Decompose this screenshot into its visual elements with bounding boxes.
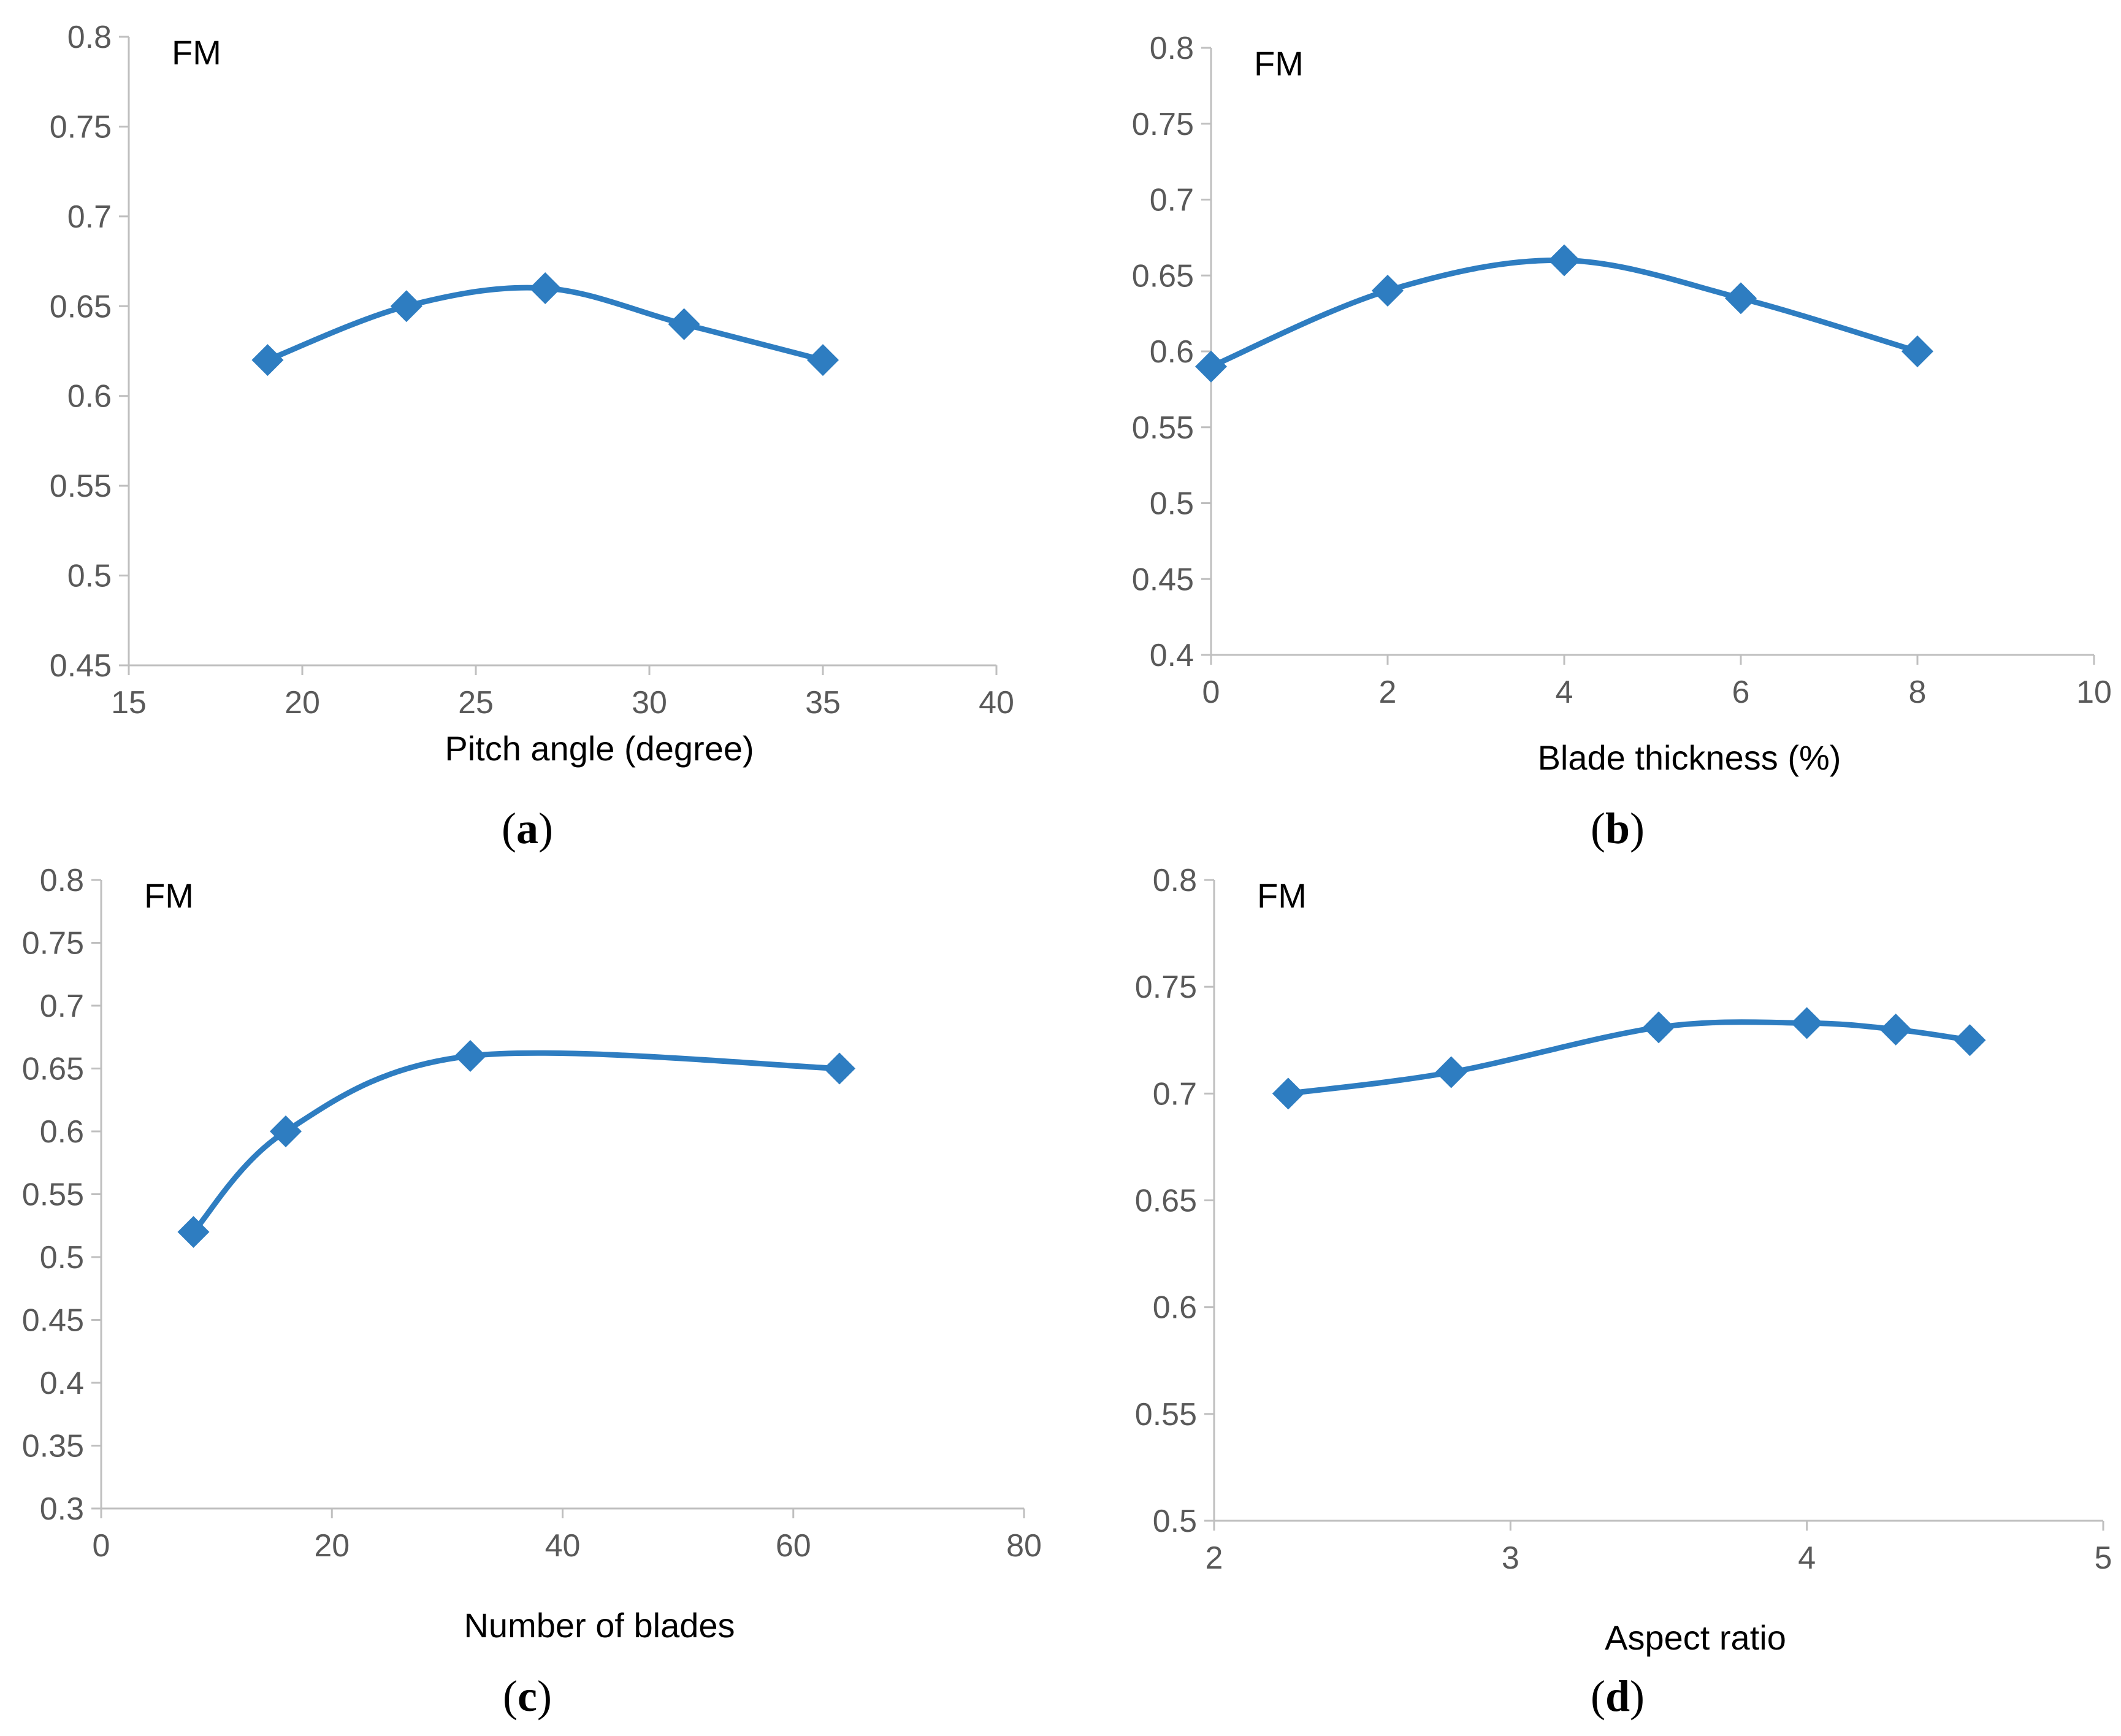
chart-panel-a: 0.45 0.5 0.55 0.6 0.65 0.7 0.75 0.8 15 20 25 30 35 40…: [50, 20, 1014, 853]
data-point-marker: [390, 290, 422, 323]
data-point-marker: [177, 1216, 210, 1248]
series-line: [191, 1050, 843, 1235]
x-tick-label: 4: [1798, 1540, 1816, 1576]
y-tick-label: 0.65: [1135, 1183, 1197, 1219]
y-tick-label: 0.45: [1132, 562, 1194, 597]
data-point-marker: [1372, 275, 1404, 307]
y-tick-label: 0.55: [22, 1177, 84, 1213]
x-tick-label: 8: [1909, 675, 1927, 710]
data-point-marker: [1901, 335, 1933, 367]
data-point-marker: [251, 344, 284, 377]
y-tick-label: 0.7: [40, 988, 84, 1024]
y-tick-label: 0.6: [1153, 1290, 1197, 1326]
y-axis-title: FM: [144, 876, 194, 915]
x-tick-label: 30: [632, 685, 667, 721]
y-tick-label: 0.75: [1135, 969, 1197, 1005]
data-point-marker: [454, 1040, 486, 1072]
y-tick-label: 0.65: [1132, 258, 1194, 294]
y-tick-label: 0.7: [1150, 183, 1194, 218]
x-tick-label: 0: [1202, 675, 1220, 710]
y-tick-label: 0.6: [40, 1114, 84, 1150]
y-tick-label: 0.55: [50, 468, 112, 504]
x-axis-title: Blade thickness (%): [1538, 738, 1841, 777]
y-tick-label: 0.35: [22, 1429, 84, 1464]
x-tick-label: 40: [979, 685, 1014, 721]
x-tick-label: 4: [1556, 675, 1573, 710]
x-tick-label: 20: [314, 1528, 350, 1564]
x-tick-label: 3: [1502, 1540, 1519, 1576]
y-tick-label: 0.5: [1153, 1504, 1197, 1539]
x-tick-label: 10: [2076, 675, 2112, 710]
y-tick-label: 0.5: [67, 559, 112, 594]
panel-label: (d): [1591, 1672, 1645, 1721]
x-axis-title: Number of blades: [464, 1606, 735, 1645]
chart-panel-d: 0.5 0.55 0.6 0.65 0.7 0.75 0.8 2 3 4 5 FM Aspect rat…: [1135, 863, 2112, 1721]
y-tick-label: 0.8: [40, 863, 84, 898]
y-tick-label: 0.3: [40, 1491, 84, 1527]
y-tick-label: 0.8: [1153, 863, 1197, 898]
y-tick-label: 0.6: [67, 379, 112, 415]
y-tick-label: 0.75: [50, 109, 112, 145]
x-tick-label: 35: [805, 685, 841, 721]
x-tick-label: 5: [2095, 1540, 2112, 1576]
y-axis-title: FM: [1254, 44, 1304, 83]
data-point-marker: [807, 344, 839, 377]
y-tick-label: 0.65: [50, 289, 112, 324]
data-point-marker: [1643, 1011, 1675, 1044]
x-tick-label: 60: [776, 1528, 811, 1564]
y-tick-label: 0.7: [1153, 1076, 1197, 1112]
panel-label: (b): [1591, 804, 1645, 853]
data-point-marker: [668, 308, 700, 340]
data-point-marker: [529, 272, 562, 304]
x-axis-title: Aspect ratio: [1605, 1618, 1786, 1657]
data-point-marker: [1954, 1024, 1986, 1057]
x-tick-label: 2: [1206, 1540, 1223, 1576]
chart-panel-c: 0.3 0.35 0.4 0.45 0.5 0.55 0.6 0.65 0.7 0.75 0.8 0 2…: [22, 863, 1042, 1721]
data-point-marker: [1879, 1013, 1912, 1046]
x-tick-label: 80: [1006, 1528, 1042, 1564]
data-point-marker: [1548, 244, 1580, 277]
y-axis-title: FM: [172, 33, 221, 72]
x-tick-label: 15: [111, 685, 147, 721]
data-point-marker: [270, 1115, 302, 1147]
y-tick-label: 0.45: [50, 648, 112, 684]
panel-label: (a): [502, 804, 553, 853]
y-tick-label: 0.4: [1150, 638, 1194, 673]
y-tick-label: 0.5: [1150, 486, 1194, 522]
series-line: [1285, 1019, 1973, 1096]
data-point-marker: [1272, 1077, 1304, 1110]
y-tick-label: 0.5: [40, 1240, 84, 1275]
y-tick-label: 0.55: [1135, 1397, 1197, 1432]
data-point-marker: [1435, 1056, 1467, 1088]
x-tick-label: 40: [545, 1528, 581, 1564]
chart-panel-b: 0.4 0.45 0.5 0.55 0.6 0.65 0.7 0.75 0.8 0 2 4 6 8 10 FM…: [1132, 31, 2112, 853]
data-point-marker: [1725, 282, 1757, 315]
data-point-marker: [1195, 350, 1227, 383]
data-point-marker: [824, 1052, 855, 1085]
y-axis-title: FM: [1257, 876, 1307, 915]
y-tick-label: 0.4: [40, 1366, 84, 1401]
y-tick-label: 0.8: [1150, 31, 1194, 66]
x-tick-label: 25: [458, 685, 494, 721]
y-tick-label: 0.8: [67, 20, 112, 55]
y-tick-label: 0.75: [22, 926, 84, 962]
x-tick-label: 0: [93, 1528, 110, 1564]
x-tick-label: 6: [1732, 675, 1750, 710]
y-tick-label: 0.55: [1132, 410, 1194, 446]
y-tick-label: 0.45: [22, 1303, 84, 1339]
panel-label: (c): [503, 1672, 552, 1721]
y-tick-label: 0.7: [67, 199, 112, 235]
x-tick-label: 2: [1379, 675, 1397, 710]
x-tick-label: 20: [285, 685, 320, 721]
y-tick-label: 0.6: [1150, 334, 1194, 370]
y-tick-label: 0.65: [22, 1052, 84, 1087]
x-axis-title: Pitch angle (degree): [445, 729, 754, 768]
data-point-marker: [1790, 1007, 1823, 1039]
y-tick-label: 0.75: [1132, 107, 1194, 142]
